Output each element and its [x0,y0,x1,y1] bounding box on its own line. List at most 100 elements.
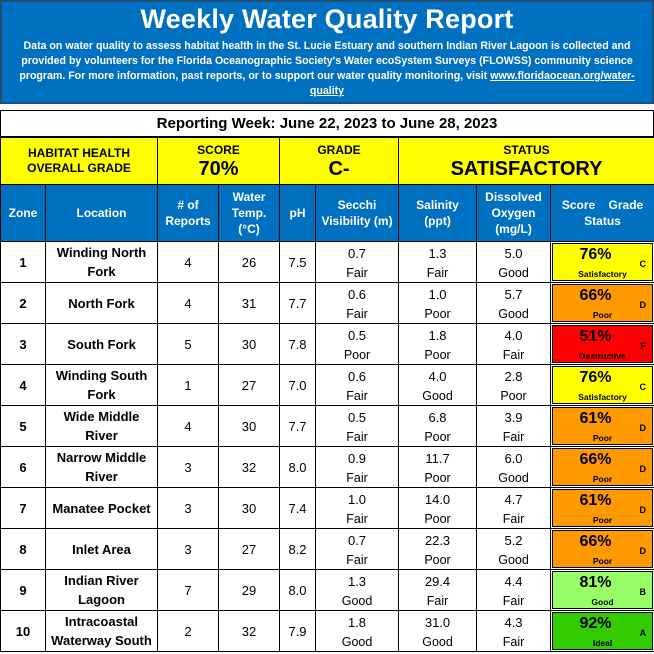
habitat-label-1: HABITAT HEALTH [28,146,130,160]
salinity-value: 1.3 [428,246,447,261]
oxygen-value: 5.7 [504,287,523,302]
secchi-rating: Fair [346,471,368,485]
report-title: Weekly Water Quality Report [140,4,514,34]
salinity-value: 4.0 [428,369,447,384]
reports-cell: 4 [157,282,220,324]
col-ph-label: pH [289,206,306,220]
secchi-cell: 0.5 Fair [315,405,400,447]
zone-score: 66% [579,287,612,304]
salinity-value: 22.3 [424,533,451,548]
salinity-value: 29.4 [424,574,451,589]
score-status-cell: 76% C Satisfactory [550,241,654,283]
website-link[interactable]: www.floridaocean.org/water-quality [309,70,635,97]
secchi-value: 0.9 [347,451,367,466]
secchi-rating: Good [341,594,373,608]
temp-cell: 30 [218,405,281,447]
reports-cell: 1 [157,364,220,406]
zone-grade: D [639,423,647,433]
oxygen-value: 2.8 [504,369,523,384]
zone-grade: D [639,505,647,515]
col-score-status: Score Grade Status [550,184,654,242]
col-salinity: Salinity (ppt) [398,184,478,242]
location-cell: Winding South Fork [44,364,159,406]
zone-status: Destructive [579,351,626,361]
ph-cell: 7.4 [279,487,317,529]
table-row: 6 Narrow Middle River 3 32 8.0 0.9 Fair 11.7 Poo… [0,446,654,488]
table-row: 2 North Fork 4 31 7.7 0.6 Fair 1.0 Poor 5.7 Good 66… [0,282,654,324]
zone-cell: 4 [0,364,46,406]
score-status-cell: 61% D Poor [550,487,654,529]
zone-cell: 7 [0,487,46,529]
location-cell: Indian River Lagoon [44,569,159,611]
col-reports: # of Reports [157,184,220,242]
secchi-cell: 1.0 Fair [315,487,400,529]
habitat-label-2: OVERALL GRADE [27,161,131,175]
table-row: 3 South Fork 5 30 7.8 0.5 Poor 1.8 Poor 4.0 Fair 51… [0,323,654,365]
status-badge: 66% D Poor [552,284,654,322]
zone-score: 81% [579,574,612,591]
reports-cell: 2 [157,610,220,652]
salinity-value: 6.8 [428,410,447,425]
col-zone: Zone [0,184,46,242]
description-text: Data on water quality to assess habitat … [19,40,633,82]
temp-cell: 32 [218,446,281,488]
temp-cell: 30 [218,323,281,365]
score-status-cell: 61% D Poor [550,405,654,447]
zone-score: 66% [579,533,612,550]
ph-cell: 8.0 [279,569,317,611]
habitat-health-cell: HABITAT HEALTH OVERALL GRADE [0,137,159,185]
water-quality-table: HABITAT HEALTH OVERALL GRADE SCORE 70% G… [0,137,654,652]
secchi-cell: 1.8 Good [315,610,400,652]
zone-status: Poor [592,474,613,484]
summary-row: HABITAT HEALTH OVERALL GRADE SCORE 70% G… [0,137,654,185]
oxygen-rating: Fair [502,635,525,649]
col-location: Location [44,184,159,242]
status-badge: 76% C Satisfactory [552,366,654,404]
oxygen-cell: 4.3 Fair [476,610,552,652]
col-location-label: Location [76,206,127,220]
status-badge: 51% F Destructive [552,325,654,363]
secchi-rating: Poor [343,348,371,362]
score-status-cell: 81% B Good [550,569,654,611]
score-status-cell: 51% F Destructive [550,323,654,365]
secchi-cell: 0.5 Poor [315,323,400,365]
secchi-cell: 1.3 Good [315,569,400,611]
zone-status: Satisfactory [578,392,627,402]
location-cell: Wide Middle River [44,405,159,447]
salinity-value: 31.0 [424,615,451,630]
oxygen-rating: Good [498,553,529,567]
zone-score: 51% [579,328,612,345]
grade-label: GRADE [317,142,361,157]
location-cell: South Fork [44,323,159,365]
oxygen-cell: 4.0 Fair [476,323,552,365]
reports-cell: 3 [157,446,220,488]
oxygen-value: 4.7 [504,492,523,507]
secchi-cell: 0.6 Fair [315,282,400,324]
zone-grade: D [639,300,647,310]
zone-grade: C [639,382,647,392]
score-label: SCORE [197,142,240,157]
ph-cell: 7.9 [279,610,317,652]
secchi-cell: 0.6 Fair [315,364,400,406]
salinity-rating: Good [422,389,453,403]
salinity-rating: Poor [424,307,451,321]
secchi-cell: 0.7 Fair [315,241,400,283]
status-label: STATUS [503,142,550,157]
table-row: 5 Wide Middle River 4 30 7.7 0.5 Fair 6.8 Poor 3.… [0,405,654,447]
zone-cell: 10 [0,610,46,652]
zone-cell: 8 [0,528,46,570]
secchi-value: 0.5 [347,328,367,343]
reports-cell: 3 [157,528,220,570]
oxygen-value: 4.4 [504,574,523,589]
score-status-cell: 66% D Poor [550,282,654,324]
secchi-rating: Fair [346,307,368,321]
secchi-rating: Good [341,635,373,649]
col-secchi-label-1: Secchi [337,198,377,212]
zone-score: 61% [579,410,612,427]
ph-cell: 7.0 [279,364,317,406]
salinity-rating: Poor [424,430,451,444]
col-temp-label-2: Temp. [231,206,267,220]
salinity-rating: Fair [426,266,449,280]
overall-score-cell: SCORE 70% [157,137,281,185]
oxygen-rating: Good [498,307,529,321]
